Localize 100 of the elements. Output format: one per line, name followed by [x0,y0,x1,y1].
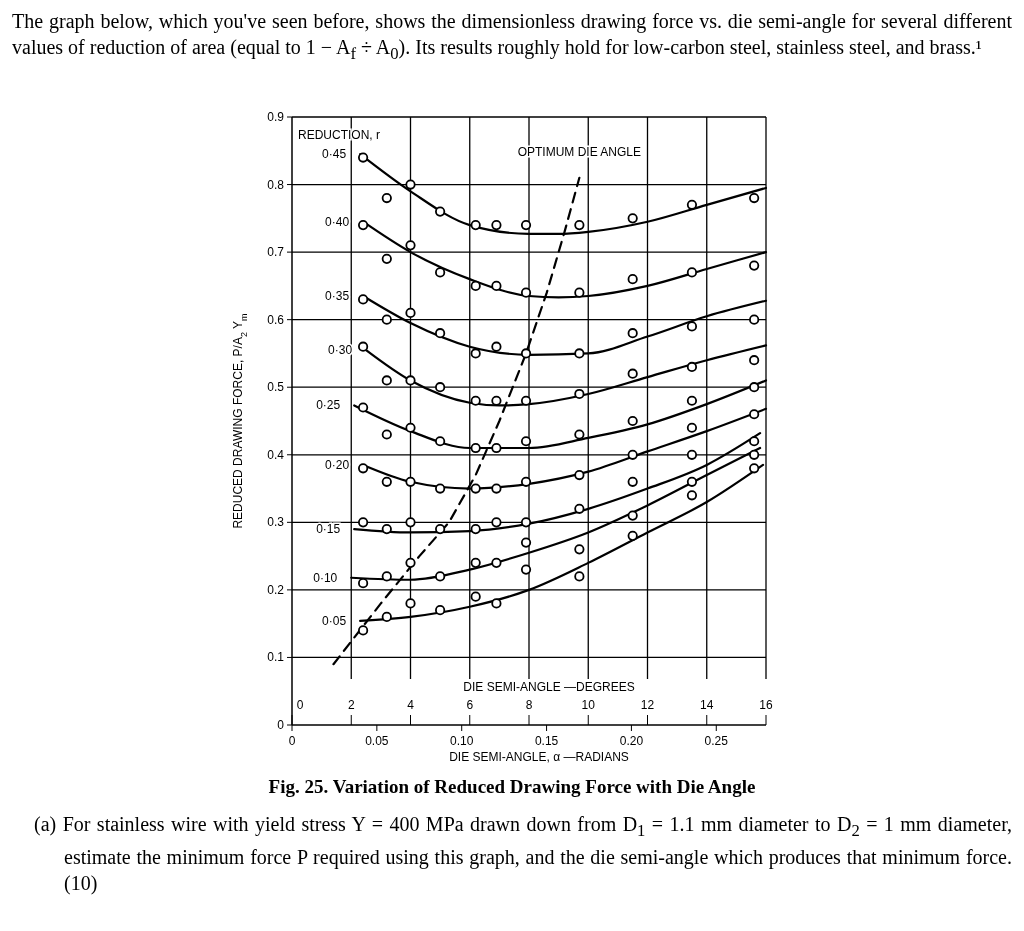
y-tick-label: 0.3 [267,515,285,530]
point [520,348,532,359]
point [686,422,698,433]
x-tick-label: 14 [700,698,714,712]
point [470,523,481,535]
point [358,219,369,231]
point [435,328,446,339]
point [491,341,502,352]
point [749,260,760,271]
point [358,625,369,636]
point [358,578,369,589]
point [435,382,446,393]
x-tick-label: 16 [759,698,773,712]
point [358,463,369,474]
point [358,517,369,528]
point [435,436,446,447]
point [627,368,638,379]
point [470,395,481,406]
point [627,415,638,427]
point [749,192,760,204]
point [574,348,585,359]
point [749,355,760,366]
point [574,219,585,231]
point [435,571,446,582]
point [405,240,416,251]
point [627,530,638,541]
point [470,280,481,291]
point [381,611,392,623]
point [749,382,760,393]
x-tick-label: 6 [466,698,474,712]
point [470,442,481,454]
point [686,267,698,278]
point [491,598,502,609]
point [491,395,502,406]
x2-tick-label: 0.10 [450,734,474,748]
point [470,219,481,231]
point [491,280,502,291]
point [381,253,392,264]
point [520,219,532,231]
point [686,449,698,460]
point [520,287,532,298]
series-label: 0·35 [325,289,350,304]
x2-tick-label: 0 [288,734,296,748]
point [435,523,446,535]
point [405,375,416,386]
point [627,476,638,487]
point [574,287,585,298]
point [574,429,585,440]
point [470,591,481,602]
x-tick-label: 0 [296,698,304,712]
point [491,483,502,494]
x-tick-label: 10 [581,698,596,712]
x2-tick-label: 0.20 [619,734,644,748]
point [749,436,760,447]
x2-tick-label: 0.15 [534,734,559,748]
x-tick-label: 12 [640,698,655,712]
point [520,436,532,447]
y-tick-label: 0 [277,718,285,732]
point [627,449,638,460]
point [686,490,698,501]
text: (a) For stainless wire with yield stress Y = 400 MPa drawn down from D$_{1}$ = 1.1 mm diameter to D$_{2}$ = 1 mm diameter, estimate the minimum force P required using this graph, and the die semi-angle which produces that minimum force. (10) [33,812,1013,896]
x2-tick-label: 0.05 [365,734,389,748]
x2-tick-label: 0.25 [704,734,729,748]
point [491,219,502,231]
point [491,557,502,568]
y-tick-label: 0.2 [267,582,285,597]
point [686,395,698,406]
point [686,199,698,210]
y-tick-label: 0.7 [267,245,285,260]
point [358,294,369,305]
point [627,274,638,285]
point [405,179,416,190]
point [470,557,481,568]
point [749,409,760,420]
point [381,429,392,440]
point [470,348,481,359]
y-tick-label: 0.9 [267,110,285,124]
x-tick-label: 8 [525,698,533,712]
series-label: 0·15 [316,522,341,537]
point [520,395,532,406]
series-label: 0·40 [325,214,350,229]
point [686,476,698,487]
point [435,483,446,494]
x-tick-label: 2 [347,698,355,712]
point [491,442,502,454]
text: Fig. 25. Variation of Reduced Drawing Force with Die Angle [268,776,756,797]
series-label: 0·20 [325,457,350,472]
point [627,328,638,339]
point [381,314,392,325]
point [381,476,392,487]
point [627,213,638,224]
point [381,192,392,204]
point [470,483,481,494]
point [405,598,416,609]
point [574,469,585,481]
point [686,361,698,373]
point [686,321,698,332]
point [435,605,446,616]
point [574,503,585,514]
point [574,544,585,555]
